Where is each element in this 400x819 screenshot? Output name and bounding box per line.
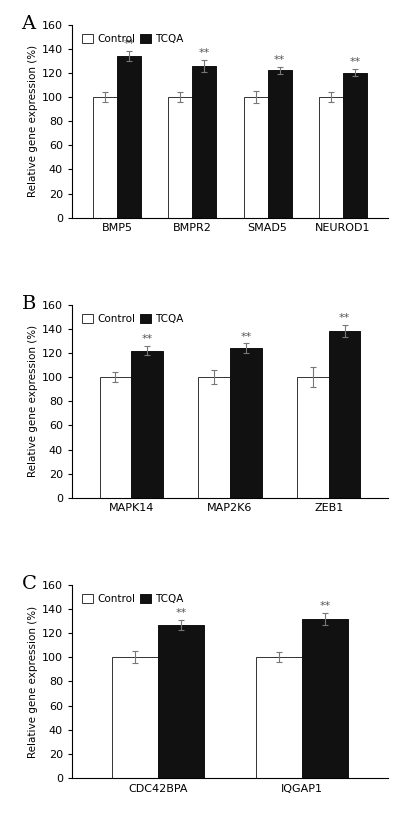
Y-axis label: Relative gene expression (%): Relative gene expression (%) (28, 45, 38, 197)
Bar (158, 625, 204, 778)
Bar (302, 618, 348, 778)
Text: **: ** (319, 601, 330, 611)
Bar (244, 97, 268, 218)
Text: **: ** (176, 608, 187, 618)
Bar (297, 378, 329, 498)
Bar (198, 378, 230, 498)
Text: **: ** (274, 55, 285, 65)
Bar (343, 73, 367, 218)
Bar (112, 658, 158, 778)
Text: **: ** (339, 314, 350, 324)
Text: **: ** (142, 334, 153, 344)
Bar (93, 97, 117, 218)
Bar (230, 348, 262, 498)
Legend: Control, TCQA: Control, TCQA (80, 592, 185, 606)
Bar (268, 70, 292, 218)
Text: **: ** (240, 332, 252, 342)
Bar (319, 97, 343, 218)
Bar (256, 658, 302, 778)
Bar (131, 351, 163, 498)
Legend: Control, TCQA: Control, TCQA (80, 32, 185, 46)
Text: **: ** (199, 48, 210, 58)
Text: **: ** (349, 57, 360, 67)
Bar (329, 331, 360, 498)
Text: C: C (22, 575, 36, 593)
Text: B: B (22, 295, 36, 313)
Y-axis label: Relative gene expression (%): Relative gene expression (%) (28, 605, 38, 758)
Text: A: A (22, 15, 36, 33)
Y-axis label: Relative gene expression (%): Relative gene expression (%) (28, 325, 38, 477)
Bar (192, 66, 216, 218)
Legend: Control, TCQA: Control, TCQA (80, 312, 185, 326)
Bar (117, 56, 141, 218)
Bar (168, 97, 192, 218)
Text: **: ** (124, 39, 135, 49)
Bar (100, 378, 131, 498)
